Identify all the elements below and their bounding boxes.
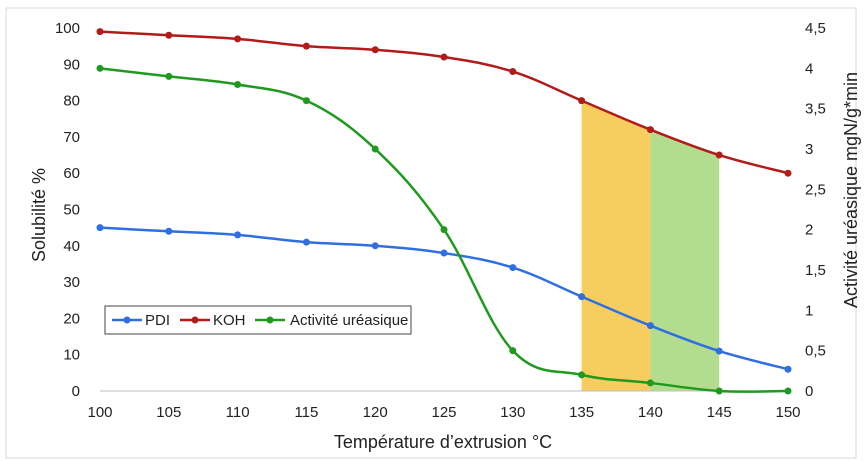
y2-tick-label: 0 <box>805 383 813 400</box>
y-tick-label: 30 <box>63 274 80 291</box>
point-activit-ur-asique-110 <box>234 80 242 88</box>
highlight-regions <box>581 100 720 391</box>
point-koh-120 <box>371 46 379 54</box>
point-activit-ur-asique-115 <box>302 97 310 105</box>
point-pdi-120 <box>371 242 379 250</box>
point-pdi-110 <box>234 231 242 239</box>
x-tick-label: 150 <box>775 404 800 421</box>
y-tick-label: 20 <box>63 310 80 327</box>
point-activit-ur-asique-140 <box>646 379 654 387</box>
point-activit-ur-asique-125 <box>440 226 448 234</box>
point-activit-ur-asique-135 <box>578 371 586 379</box>
point-activit-ur-asique-145 <box>715 387 723 395</box>
point-pdi-105 <box>165 227 173 235</box>
x-tick-label: 135 <box>569 404 594 421</box>
y2-tick-label: 4 <box>805 60 813 77</box>
legend-koh-label: KOH <box>213 312 246 329</box>
legend-activity-marker <box>266 316 274 324</box>
legend-koh-marker <box>191 316 199 324</box>
point-pdi-140 <box>646 322 654 330</box>
y-tick-label: 70 <box>63 129 80 146</box>
x-tick-label: 115 <box>294 404 318 421</box>
legend-activity-label: Activité uréasique <box>290 312 408 329</box>
y2-tick-label: 3 <box>805 141 813 158</box>
highlight-region-0 <box>581 100 651 391</box>
y-tick-label: 0 <box>72 383 80 400</box>
x-tick-label: 140 <box>638 404 663 421</box>
y-tick-label: 10 <box>63 347 80 364</box>
x-tick-label: 130 <box>500 404 525 421</box>
y2-tick-label: 4,5 <box>805 20 826 37</box>
point-activit-ur-asique-105 <box>165 72 173 80</box>
y-tick-label: 100 <box>55 20 80 37</box>
point-koh-135 <box>578 97 586 105</box>
point-pdi-130 <box>509 264 517 272</box>
point-activit-ur-asique-120 <box>371 145 379 153</box>
legend-pdi-marker <box>123 316 131 324</box>
y2-axis-title: Activité uréasique mgN/g*min <box>841 72 861 308</box>
x-tick-label: 145 <box>707 404 732 421</box>
point-pdi-135 <box>578 293 586 301</box>
point-koh-125 <box>440 53 448 61</box>
y2-tick-label: 3,5 <box>805 101 826 118</box>
y-tick-label: 50 <box>63 202 80 219</box>
x-tick-label: 120 <box>363 404 388 421</box>
x-tick-label: 110 <box>226 404 250 421</box>
point-pdi-150 <box>784 365 792 373</box>
x-tick-label: 125 <box>431 404 456 421</box>
point-pdi-115 <box>302 238 310 246</box>
point-pdi-100 <box>96 224 104 232</box>
highlight-region-1 <box>650 129 720 391</box>
point-activit-ur-asique-150 <box>784 387 792 395</box>
point-koh-105 <box>165 31 173 39</box>
y2-tick-label: 0,5 <box>805 343 826 360</box>
y-tick-label: 80 <box>63 93 80 110</box>
legend-pdi-label: PDI <box>145 312 170 329</box>
point-pdi-145 <box>715 347 723 355</box>
point-activit-ur-asique-130 <box>509 347 517 355</box>
x-tick-label: 100 <box>87 404 112 421</box>
point-koh-110 <box>234 35 242 43</box>
y2-tick-label: 2,5 <box>805 181 826 198</box>
y2-tick-label: 1,5 <box>805 262 826 279</box>
y2-tick-label: 2 <box>805 222 813 239</box>
y-tick-label: 40 <box>63 238 80 255</box>
y-tick-label: 60 <box>63 165 80 182</box>
point-koh-150 <box>784 169 792 177</box>
tick-labels: 100 105 110 115 120 125 130 135 140 145 1500102030… <box>55 20 826 421</box>
point-koh-145 <box>715 151 723 159</box>
point-koh-115 <box>302 42 310 50</box>
chart-frame <box>5 7 857 459</box>
point-koh-140 <box>646 126 654 134</box>
point-pdi-125 <box>440 249 448 257</box>
y2-tick-label: 1 <box>805 302 813 319</box>
y-axis-title: Solubilité % <box>29 168 49 262</box>
series-points <box>96 28 792 395</box>
point-activit-ur-asique-100 <box>96 64 104 72</box>
point-koh-100 <box>96 28 104 36</box>
x-axis-title: Température d’extrusion °C <box>334 432 552 452</box>
legend: PDI KOH Activité uréasique <box>104 305 412 335</box>
y-tick-label: 90 <box>63 56 80 73</box>
x-tick-label: 105 <box>156 404 181 421</box>
point-koh-130 <box>509 68 517 76</box>
